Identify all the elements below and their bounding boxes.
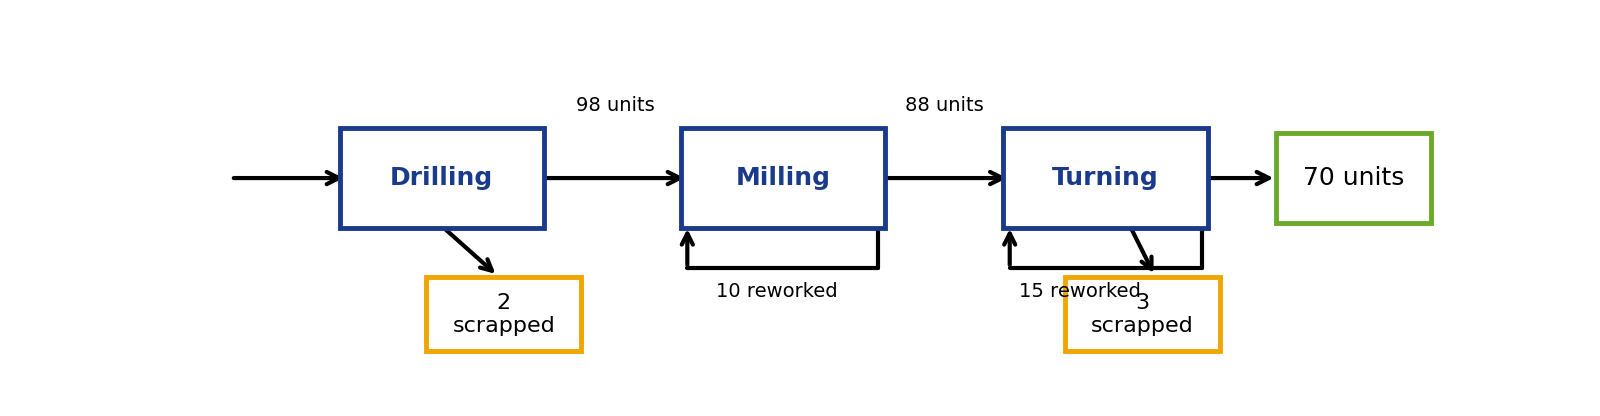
FancyBboxPatch shape: [1003, 129, 1208, 228]
Text: 10 reworked: 10 reworked: [715, 282, 837, 301]
Text: Milling: Milling: [736, 166, 830, 190]
Text: 3
scrapped: 3 scrapped: [1091, 292, 1194, 336]
Text: 88 units: 88 units: [904, 97, 984, 116]
FancyBboxPatch shape: [1066, 277, 1219, 351]
Text: 70 units: 70 units: [1302, 166, 1403, 190]
Text: Turning: Turning: [1051, 166, 1158, 190]
Text: 2
scrapped: 2 scrapped: [453, 292, 555, 336]
FancyBboxPatch shape: [1275, 133, 1430, 223]
FancyBboxPatch shape: [680, 129, 885, 228]
FancyBboxPatch shape: [339, 129, 544, 228]
Text: 98 units: 98 units: [576, 97, 654, 116]
Text: 15 reworked: 15 reworked: [1019, 282, 1141, 301]
Text: Drilling: Drilling: [390, 166, 493, 190]
FancyBboxPatch shape: [426, 277, 581, 351]
